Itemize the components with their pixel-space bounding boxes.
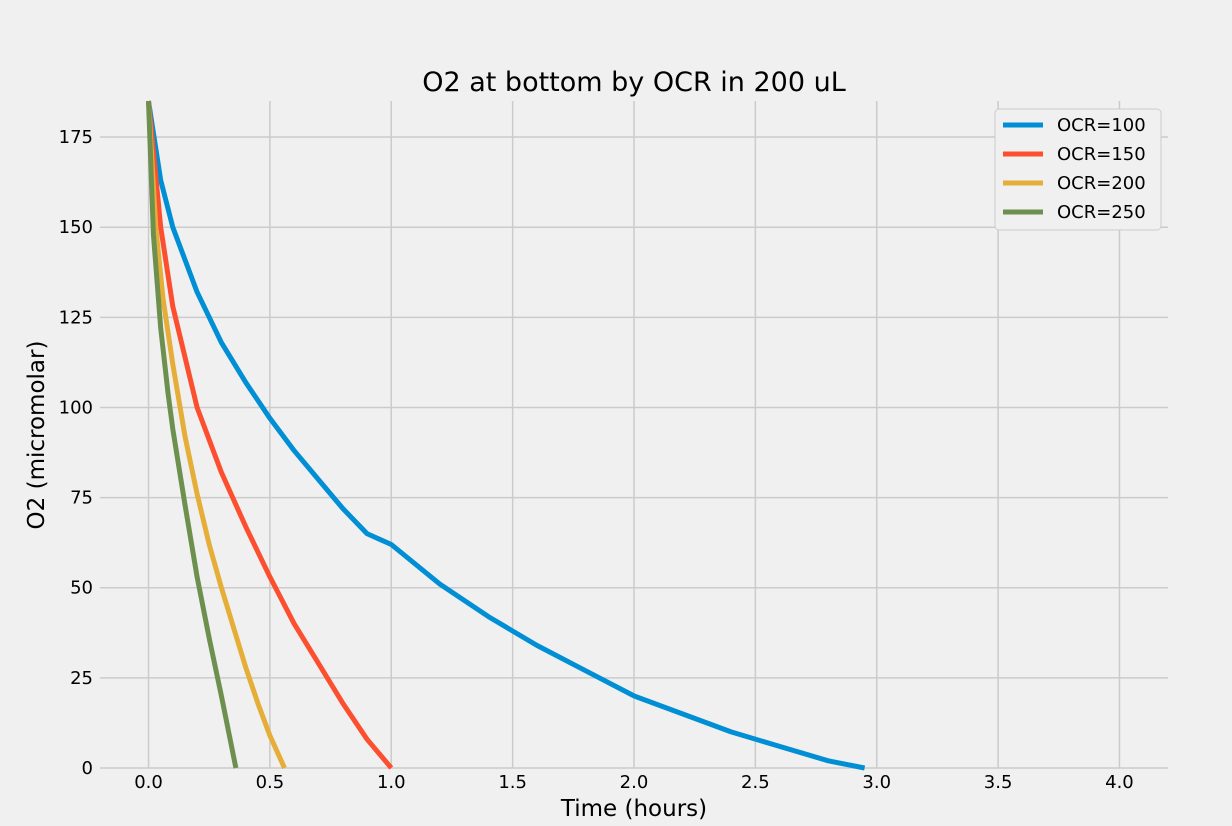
y-tick-label: 175 (59, 127, 93, 148)
x-tick-label: 3.0 (862, 772, 891, 793)
legend-box (994, 108, 1162, 231)
x-tick-label: 3.5 (984, 772, 1013, 793)
series-line-3 (146, 100, 287, 770)
x-tick-label: 0.5 (256, 772, 285, 793)
chart-title: O2 at bottom by OCR in 200 uL (422, 67, 846, 98)
y-tick-label: 25 (70, 668, 93, 689)
x-tick-label: 0.0 (134, 772, 163, 793)
x-tick-label: 1.0 (377, 772, 406, 793)
y-axis-label: O2 (micromolar) (24, 341, 50, 530)
x-tick-label: 4.0 (1105, 772, 1134, 793)
x-tick-label: 2.0 (620, 772, 649, 793)
x-tick-label: 1.5 (498, 772, 527, 793)
legend-label: OCR=150 (1057, 144, 1146, 165)
y-tick-label: 75 (70, 488, 93, 509)
legend-label: OCR=250 (1057, 202, 1146, 223)
y-tick-labels: 0 25 50 75 100 125 150 175 (59, 127, 93, 779)
series-line-1 (146, 100, 866, 771)
x-tick-labels: 0.0 0.5 1.0 1.5 2.0 2.5 3.0 3.5 4.0 (134, 772, 1134, 793)
legend-label: OCR=200 (1057, 173, 1146, 194)
legend-label: OCR=100 (1057, 115, 1146, 136)
series-lines (146, 100, 866, 771)
x-axis-label: Time (hours) (560, 796, 707, 822)
x-tick-label: 2.5 (741, 772, 770, 793)
y-tick-label: 150 (59, 217, 93, 238)
y-tick-label: 100 (59, 397, 93, 418)
y-tick-label: 125 (59, 307, 93, 328)
y-tick-label: 0 (82, 758, 93, 779)
y-tick-label: 50 (70, 578, 93, 599)
series-line-4 (146, 100, 239, 769)
series-line-2 (146, 100, 394, 770)
legend: OCR=100 OCR=150 OCR=200 OCR=250 (994, 108, 1162, 231)
y-gridlines (100, 136, 1168, 769)
